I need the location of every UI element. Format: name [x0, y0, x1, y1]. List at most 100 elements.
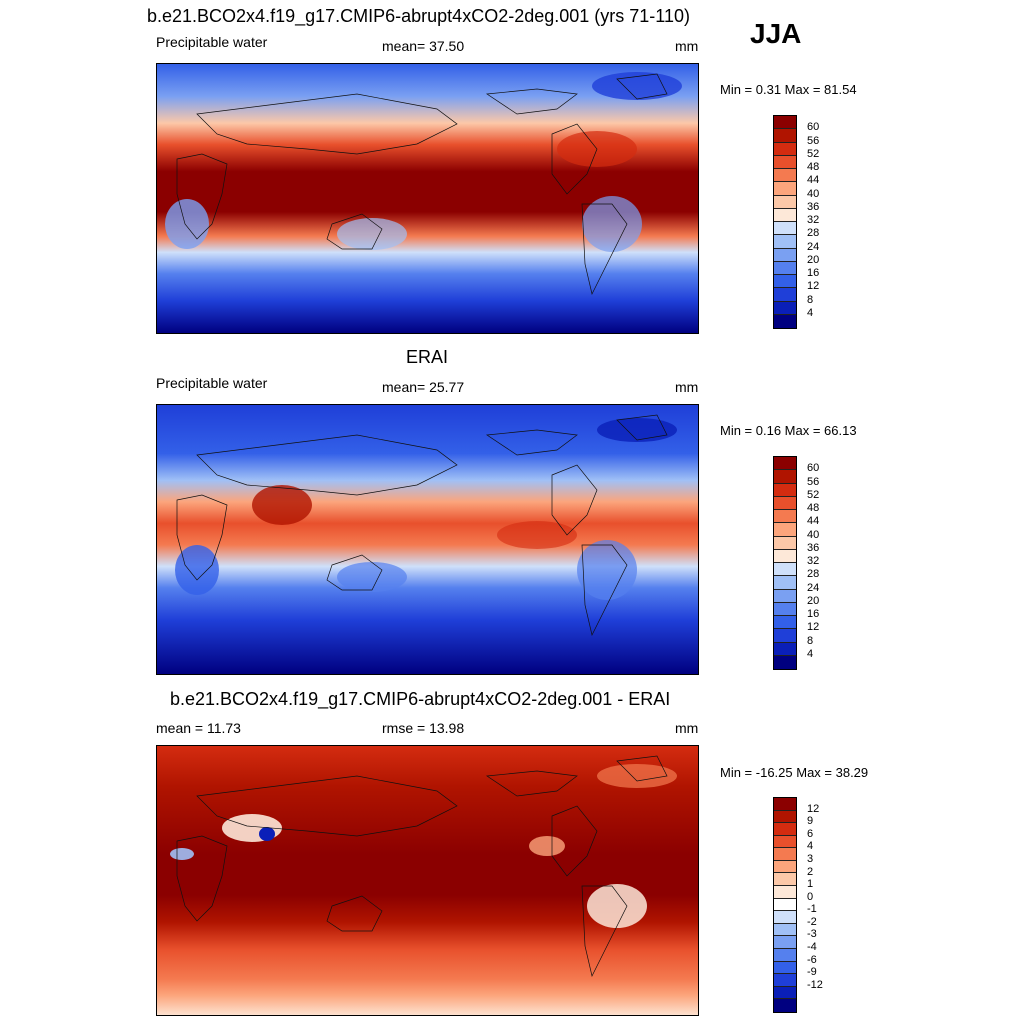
colorbar-segment — [774, 823, 796, 836]
colorbar-tick-label: 4 — [807, 840, 814, 853]
colorbar-segment — [774, 589, 796, 603]
colorbar-segment — [774, 948, 796, 962]
panel1-minmax: Min = 0.31 Max = 81.54 — [720, 82, 857, 97]
colorbar-tick-label: 9 — [807, 815, 814, 828]
colorbar-tick-label: 16 — [807, 267, 820, 279]
panel3-map — [156, 745, 699, 1016]
colorbar-tick-label: 0 — [807, 890, 814, 903]
colorbar-segment — [774, 483, 796, 497]
colorbar-segment — [774, 288, 796, 302]
colorbar-tick-label: 12 — [807, 280, 820, 293]
colorbar-segment — [774, 848, 796, 861]
colorbar-tick-label: 4 — [807, 647, 814, 660]
colorbar-segment — [774, 275, 796, 289]
colorbar-segment — [774, 898, 796, 912]
colorbar-tick-label: 24 — [807, 581, 820, 594]
panel1-map — [156, 63, 699, 334]
colorbar-segment — [774, 810, 796, 824]
colorbar-tick-label: 16 — [807, 608, 820, 620]
colorbar-segment — [774, 655, 796, 669]
colorbar-segment — [774, 642, 796, 656]
colorbar-segment — [774, 999, 796, 1012]
panel3-rmse: rmse = 13.98 — [382, 720, 465, 736]
colorbar-tick-label: 52 — [807, 488, 820, 501]
colorbar-segment — [774, 169, 796, 183]
colorbar-segment — [774, 616, 796, 630]
colorbar-segment — [774, 314, 796, 328]
colorbar-segment — [774, 873, 796, 887]
panel3-title: b.e21.BCO2x4.f19_g17.CMIP6-abrupt4xCO2-2… — [170, 689, 671, 709]
colorbar-segment — [774, 629, 796, 643]
colorbar-tick-label: 40 — [807, 187, 820, 200]
colorbar-segment — [774, 182, 796, 196]
colorbar-segment — [774, 549, 796, 563]
panel1-title: b.e21.BCO2x4.f19_g17.CMIP6-abrupt4xCO2-2… — [147, 6, 690, 26]
colorbar-segment — [774, 602, 796, 616]
panel3-colorbar — [773, 797, 797, 1013]
colorbar-segment — [774, 510, 796, 524]
colorbar-segment — [774, 860, 796, 874]
colorbar-segment — [774, 936, 796, 949]
panel2-map — [156, 404, 699, 675]
season-label: JJA — [750, 18, 802, 49]
colorbar-tick-label: 4 — [807, 306, 814, 319]
panel1-units: mm — [675, 38, 699, 54]
colorbar-tick-label: 28 — [807, 568, 820, 581]
colorbar-tick-label: 2 — [807, 865, 814, 878]
panel2-units: mm — [675, 379, 699, 395]
colorbar-segment — [774, 116, 796, 130]
colorbar-segment — [774, 798, 796, 811]
colorbar-tick-label: 48 — [807, 161, 820, 173]
colorbar-tick-label: 8 — [807, 634, 814, 647]
colorbar-tick-label: -9 — [807, 966, 817, 979]
colorbar-segment — [774, 974, 796, 987]
colorbar-segment — [774, 835, 796, 849]
colorbar-tick-label: 52 — [807, 147, 820, 160]
colorbar-tick-label: 20 — [807, 594, 820, 607]
colorbar-segment — [774, 536, 796, 550]
colorbar-tick-label: 24 — [807, 240, 820, 253]
colorbar-tick-label: 56 — [807, 134, 820, 147]
colorbar-tick-label: 32 — [807, 555, 820, 567]
colorbar-tick-label: -4 — [807, 941, 817, 954]
colorbar-segment — [774, 235, 796, 249]
colorbar-tick-label: -12 — [807, 978, 823, 991]
colorbar-tick-label: -3 — [807, 928, 817, 941]
panel1-mean: mean= 37.50 — [382, 38, 465, 54]
colorbar-tick-label: -6 — [807, 953, 817, 966]
colorbar-segment — [774, 576, 796, 590]
panel2-colorbar — [773, 456, 797, 670]
colorbar-tick-label: 3 — [807, 852, 814, 865]
colorbar-segment — [774, 301, 796, 315]
colorbar-segment — [774, 129, 796, 143]
colorbar-segment — [774, 961, 796, 975]
colorbar-tick-label: 32 — [807, 214, 820, 226]
colorbar-segment — [774, 142, 796, 156]
colorbar-segment — [774, 563, 796, 577]
colorbar-tick-label: 6 — [807, 827, 814, 840]
colorbar-tick-label: 12 — [807, 802, 820, 815]
colorbar-tick-label: 8 — [807, 293, 814, 306]
colorbar-segment — [774, 986, 796, 1000]
colorbar-segment — [774, 911, 796, 924]
colorbar-segment — [774, 261, 796, 275]
colorbar-segment — [774, 923, 796, 937]
panel2-variable: Precipitable water — [156, 375, 268, 391]
colorbar-tick-label: 44 — [807, 174, 820, 187]
colorbar-tick-label: 56 — [807, 475, 820, 488]
colorbar-tick-label: 20 — [807, 253, 820, 266]
colorbar-tick-label: 36 — [807, 200, 820, 213]
panel2-mean: mean= 25.77 — [382, 379, 465, 395]
colorbar-segment — [774, 155, 796, 169]
colorbar-segment — [774, 496, 796, 510]
colorbar-tick-label: 12 — [807, 621, 820, 634]
colorbar-tick-label: 1 — [807, 878, 814, 891]
colorbar-segment — [774, 523, 796, 537]
panel3-minmax: Min = -16.25 Max = 38.29 — [720, 765, 869, 780]
panel2-minmax: Min = 0.16 Max = 66.13 — [720, 423, 857, 438]
colorbar-tick-label: 60 — [807, 462, 820, 475]
panel3-units: mm — [675, 720, 699, 736]
panel1-variable: Precipitable water — [156, 34, 268, 50]
colorbar-tick-label: 44 — [807, 515, 820, 528]
panel2-title: ERAI — [406, 347, 449, 367]
